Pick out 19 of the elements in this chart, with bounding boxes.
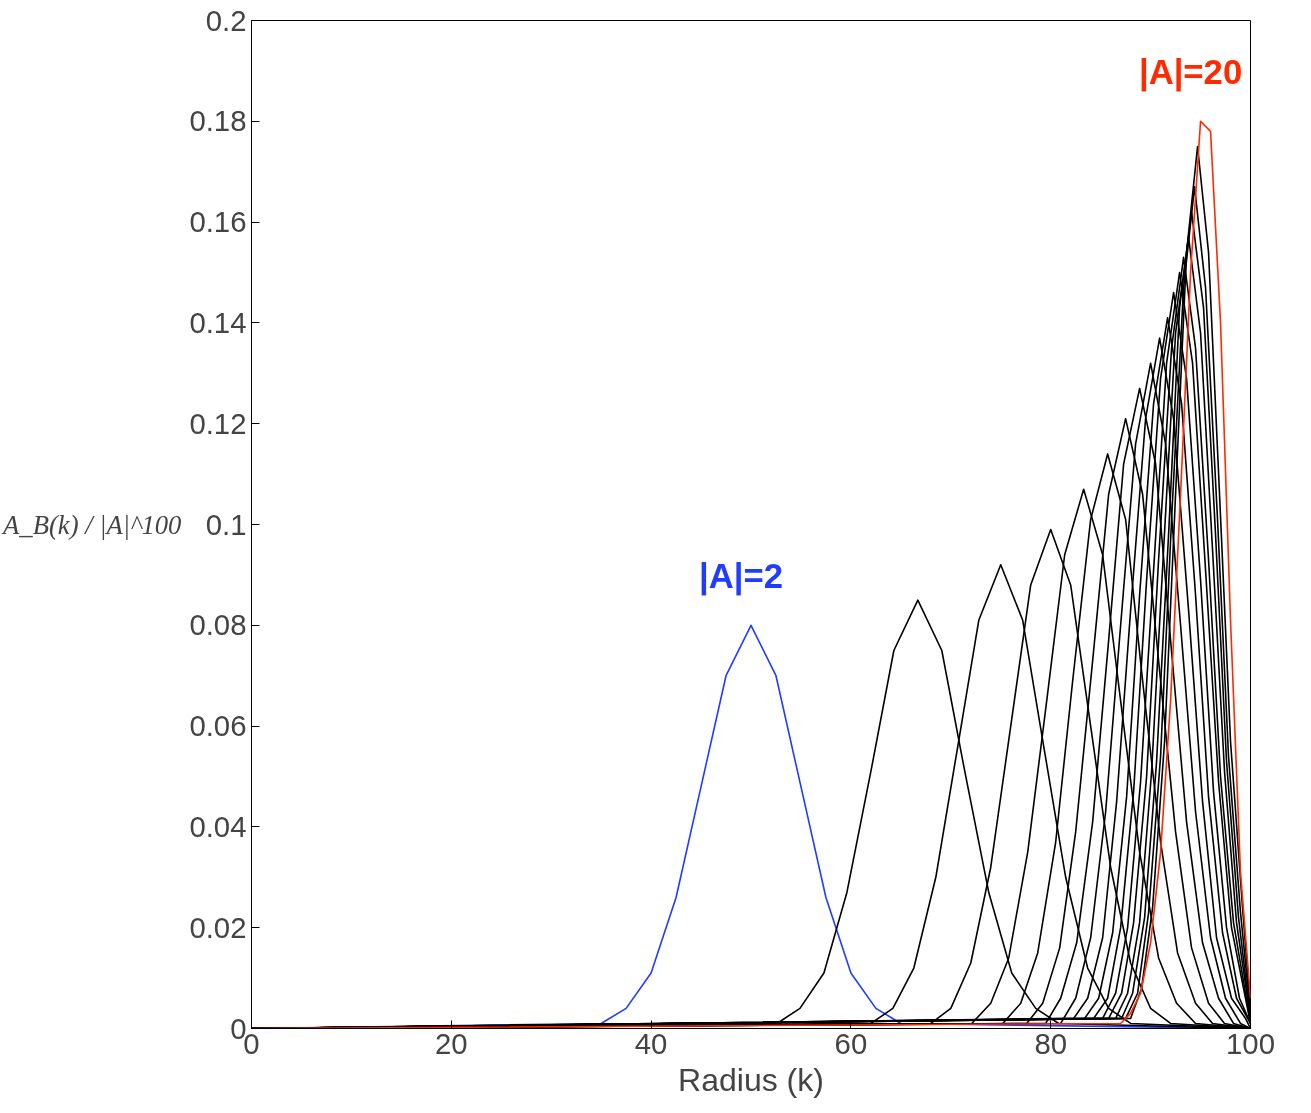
x-axis-title: Radius (k) — [678, 1061, 824, 1098]
x-tick-label: 100 — [1226, 1026, 1275, 1060]
y-tick-label: 0.18 — [189, 104, 247, 138]
x-tick-label: 20 — [434, 1026, 468, 1060]
x-tick-label: 60 — [834, 1026, 868, 1060]
x-tick-label: 80 — [1034, 1026, 1068, 1060]
y-tick-label: 0.08 — [189, 608, 247, 642]
y-axis-title: A_B(k) / |A|^100 — [1, 509, 182, 540]
y-tick-label: 0.04 — [189, 809, 247, 843]
y-tick-label: 0.06 — [189, 709, 247, 743]
y-tick-label: 0.16 — [189, 205, 247, 239]
y-tick-label: 0.02 — [189, 910, 247, 944]
x-tick-label: 40 — [634, 1026, 668, 1060]
series-label: |A|=20 — [1138, 53, 1243, 93]
y-tick-label: 0.14 — [189, 305, 247, 339]
y-tick-label: 0.12 — [189, 406, 247, 440]
y-tick-label: 0.2 — [205, 3, 247, 37]
y-tick-label: 0.1 — [205, 507, 247, 541]
series-label: |A|=2 — [699, 557, 783, 597]
